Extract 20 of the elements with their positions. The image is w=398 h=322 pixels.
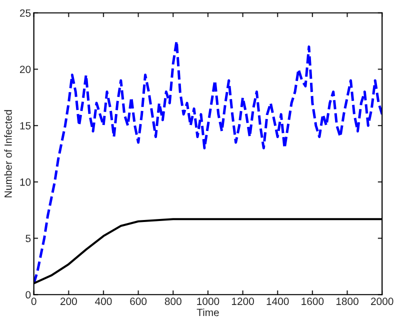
x-tick-label: 800: [164, 298, 182, 306]
x-axis-title: Time: [196, 308, 219, 316]
x-tick-label: 600: [130, 298, 147, 306]
x-tick-label: 1000: [197, 298, 220, 306]
y-tick-label: 0: [26, 291, 31, 299]
y-tick-label: 15: [20, 122, 31, 130]
x-tick-label: 1400: [266, 298, 289, 306]
x-tick-label: 1800: [336, 298, 358, 306]
y-axis-title: Number of Infected: [4, 110, 12, 198]
x-tick-label: 2000: [371, 298, 394, 306]
x-tick-label: 1200: [232, 298, 254, 306]
x-tick-label: 400: [95, 298, 112, 306]
x-tick-label: 1600: [302, 298, 324, 306]
y-tick-label: 5: [26, 234, 31, 242]
line-series: [34, 40, 382, 285]
x-tick-label: 0: [31, 298, 36, 306]
y-tick-label: 10: [20, 178, 31, 186]
y-tick-label: 25: [20, 9, 31, 17]
y-tick-label: 20: [20, 66, 31, 74]
x-tick-label: 200: [60, 298, 77, 306]
